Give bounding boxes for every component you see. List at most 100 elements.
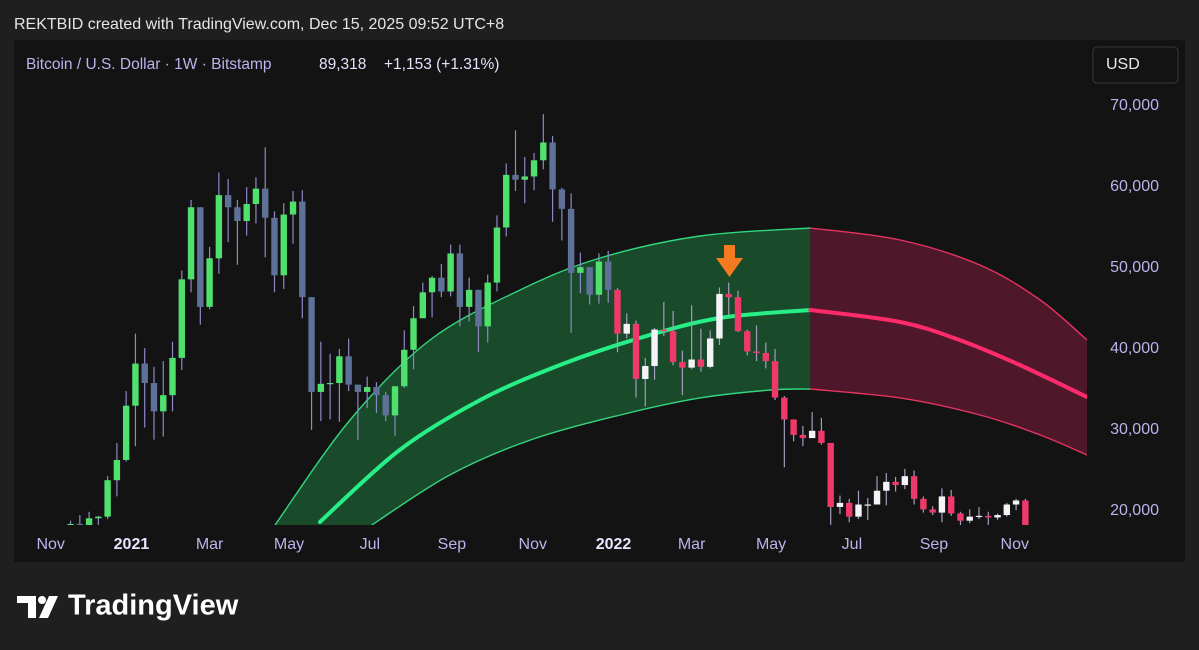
candle-body — [317, 383, 325, 392]
candle-body — [1012, 500, 1020, 505]
x-tick-label: Jul — [842, 536, 862, 553]
y-tick-label: 20,000 — [1110, 502, 1159, 519]
candle-body — [391, 386, 399, 416]
candle-body — [224, 195, 232, 208]
candle-body — [734, 297, 742, 332]
candle-body — [744, 331, 751, 352]
candle-body — [605, 261, 612, 290]
credit: REKTBID created with TradingView.com, De… — [14, 16, 504, 33]
candle-body — [985, 515, 992, 518]
candle-body — [160, 395, 167, 412]
candle-body — [178, 279, 185, 358]
candle-body — [697, 359, 705, 367]
signal-arrow — [716, 245, 743, 277]
candle-body — [966, 516, 973, 521]
candle-body — [410, 318, 417, 350]
x-tick-label: Nov — [519, 536, 547, 553]
arrow-head — [716, 258, 743, 277]
candle-body — [642, 366, 649, 379]
candle-body — [540, 142, 547, 161]
candle-body — [243, 204, 250, 222]
candle-body — [345, 356, 352, 385]
candle-body — [975, 515, 983, 518]
candle-body — [76, 523, 84, 525]
candle-body — [929, 509, 936, 513]
x-tick-label: Sep — [920, 536, 949, 553]
last-price: 89,318 — [319, 56, 366, 73]
candle-body — [818, 430, 825, 443]
candle-body — [169, 357, 176, 396]
candle-body — [716, 293, 723, 339]
y-tick-label: 70,000 — [1110, 97, 1159, 114]
candle-body — [549, 142, 556, 190]
candle-body — [567, 208, 575, 273]
candle-body — [799, 434, 807, 439]
candle-body — [827, 442, 834, 507]
brand-logo — [17, 596, 58, 618]
candle-body — [262, 188, 269, 218]
candle-body — [910, 476, 918, 499]
band-lower — [810, 388, 1087, 456]
candle-body — [475, 289, 482, 327]
candle-body — [336, 356, 343, 384]
candle-body — [150, 383, 158, 412]
logo-t — [17, 596, 36, 618]
candle-body — [447, 253, 454, 292]
candle-body — [883, 481, 890, 491]
candle-body — [308, 297, 315, 392]
candle-body — [688, 359, 695, 368]
candle-body — [363, 387, 371, 392]
candle-body — [771, 361, 779, 398]
candle-body — [558, 189, 566, 209]
candle-body — [326, 383, 334, 385]
candle-body — [104, 480, 111, 517]
band-fill — [275, 228, 811, 525]
candle-body — [465, 289, 473, 307]
y-tick-label: 40,000 — [1110, 340, 1159, 357]
candle-body — [299, 201, 306, 298]
candle-body — [864, 504, 871, 506]
x-tick-label: Sep — [438, 536, 467, 553]
x-tick-label: Nov — [36, 536, 64, 553]
candle-body — [512, 174, 519, 180]
y-tick-label: 50,000 — [1110, 259, 1159, 276]
candle-body — [623, 323, 630, 334]
currency-label: USD — [1106, 56, 1140, 73]
candle-body — [873, 490, 881, 505]
plot-area — [67, 114, 1087, 525]
x-tick-label: 2022 — [596, 536, 632, 553]
candle-body — [957, 513, 964, 521]
candle-body — [280, 214, 287, 276]
x-tick-label: Mar — [196, 536, 224, 553]
candle-body — [808, 430, 816, 439]
candle-body — [419, 292, 427, 319]
candle-body — [947, 496, 955, 514]
candle-body — [920, 498, 927, 510]
candle-body — [197, 207, 204, 307]
candle-body — [67, 523, 74, 525]
candle-body — [271, 217, 278, 276]
candle-body — [122, 405, 130, 460]
candle-body — [521, 176, 528, 180]
candle-body — [438, 277, 445, 292]
x-tick-label: Jul — [360, 536, 380, 553]
candle-body — [836, 502, 844, 507]
x-tick-label: May — [274, 536, 304, 553]
candle-body — [493, 227, 501, 283]
x-tick-label: May — [756, 536, 786, 553]
x-tick-label: Nov — [1001, 536, 1029, 553]
arrow-shaft — [724, 245, 735, 259]
currency-button[interactable] — [1092, 46, 1179, 84]
candle-body — [632, 323, 640, 379]
candle-body — [401, 349, 408, 387]
candle-body — [382, 395, 389, 416]
logo-v — [39, 596, 58, 618]
candle-body — [892, 481, 899, 486]
candle-body — [85, 518, 93, 525]
symbol-label: Bitcoin / U.S. Dollar · 1W · Bitstamp — [26, 56, 271, 73]
x-tick-label: Mar — [678, 536, 706, 553]
candle-body — [901, 476, 909, 486]
brand-name: TradingView — [68, 590, 239, 622]
candle-body — [187, 207, 195, 280]
